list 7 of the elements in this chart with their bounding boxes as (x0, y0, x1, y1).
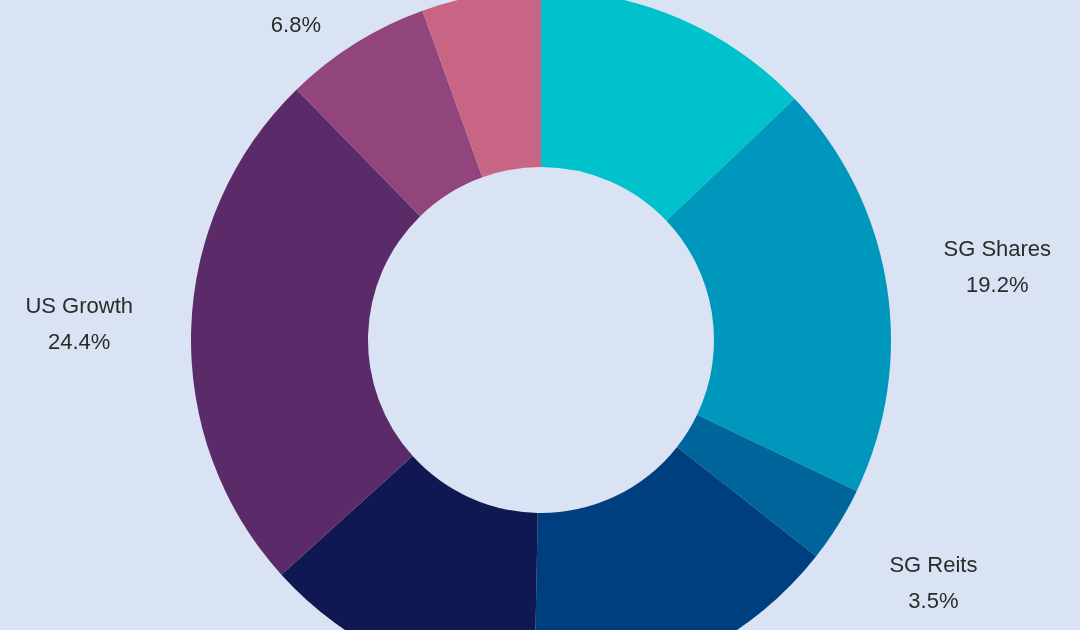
slice-label: SG Shares (943, 235, 1052, 261)
slice-label: US Growth (25, 293, 134, 319)
data-label: 19.2% (966, 271, 1029, 297)
data-label: 24.4% (48, 329, 111, 355)
data-label: 6.8% (270, 11, 321, 37)
data-label: 3.5% (908, 587, 959, 613)
slice-label: SG Reits (889, 551, 978, 577)
